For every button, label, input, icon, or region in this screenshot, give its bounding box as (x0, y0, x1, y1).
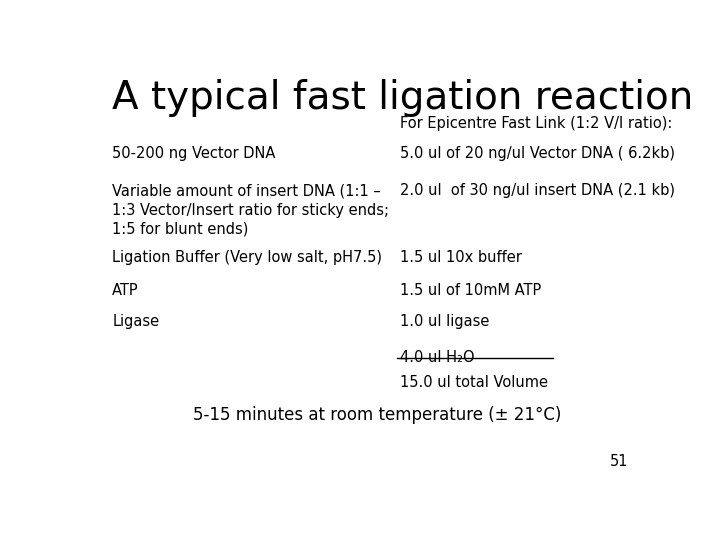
Text: 1.5 ul 10x buffer: 1.5 ul 10x buffer (400, 250, 521, 265)
Text: For Epicentre Fast Link (1:2 V/I ratio):: For Epicentre Fast Link (1:2 V/I ratio): (400, 116, 672, 131)
Text: A typical fast ligation reaction: A typical fast ligation reaction (112, 79, 693, 117)
Text: Ligase: Ligase (112, 314, 159, 329)
Text: Variable amount of insert DNA (1:1 –
1:3 Vector/Insert ratio for sticky ends;
1:: Variable amount of insert DNA (1:1 – 1:3… (112, 183, 390, 237)
Text: 1.0 ul ligase: 1.0 ul ligase (400, 314, 489, 329)
Text: 50-200 ng Vector DNA: 50-200 ng Vector DNA (112, 146, 276, 161)
Text: ATP: ATP (112, 283, 139, 298)
Text: 15.0 ul total Volume: 15.0 ul total Volume (400, 375, 548, 389)
Text: 4.0 ul H₂O: 4.0 ul H₂O (400, 349, 474, 364)
Text: 1.5 ul of 10mM ATP: 1.5 ul of 10mM ATP (400, 283, 541, 298)
Text: 5-15 minutes at room temperature (± 21°C): 5-15 minutes at room temperature (± 21°C… (193, 407, 562, 424)
Text: Ligation Buffer (Very low salt, pH7.5): Ligation Buffer (Very low salt, pH7.5) (112, 250, 382, 265)
Text: 5.0 ul of 20 ng/ul Vector DNA ( 6.2kb): 5.0 ul of 20 ng/ul Vector DNA ( 6.2kb) (400, 146, 675, 161)
Text: 51: 51 (610, 454, 629, 469)
Text: 2.0 ul  of 30 ng/ul insert DNA (2.1 kb): 2.0 ul of 30 ng/ul insert DNA (2.1 kb) (400, 183, 675, 198)
